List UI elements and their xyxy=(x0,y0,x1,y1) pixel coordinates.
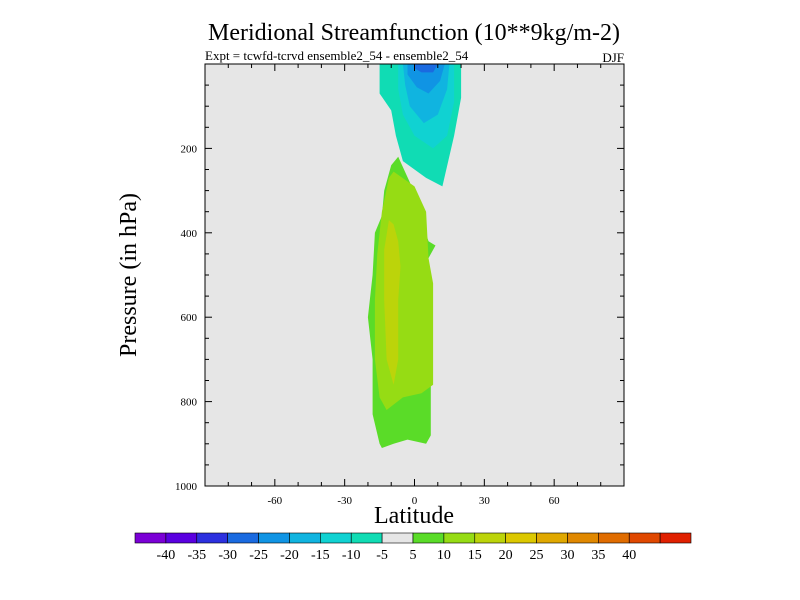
colorbar-swatch xyxy=(628,532,661,544)
y-tick-label: 800 xyxy=(181,397,198,409)
colorbar-swatch xyxy=(474,532,506,544)
y-axis-label: Pressure (in hPa) xyxy=(116,193,142,357)
colorbar-swatch xyxy=(258,532,290,544)
chart-title: Meridional Streamfunction (10**9kg/m-2) xyxy=(208,20,620,46)
colorbar: -40 -35 -30 -25 -20 -15 -10 -5 5 10 15 20 25 30 35 40 xyxy=(134,532,692,563)
x-tick-label: 0 xyxy=(412,495,418,507)
colorbar-label: 35 xyxy=(591,548,605,563)
colorbar-swatch xyxy=(659,532,692,544)
chart-subtitle-left: Expt = tcwfd-tcrvd ensemble2_54 - ensemb… xyxy=(205,48,469,63)
colorbar-swatch xyxy=(567,532,599,544)
colorbar-swatch xyxy=(134,532,167,544)
colorbar-swatch xyxy=(412,532,445,544)
colorbar-label: 25 xyxy=(530,548,544,563)
colorbar-label: -30 xyxy=(218,548,237,563)
x-tick-label: -30 xyxy=(337,495,352,507)
y-tick-label: 200 xyxy=(181,143,198,155)
colorbar-label: 20 xyxy=(499,548,513,563)
colorbar-label: -5 xyxy=(376,548,388,563)
y-axis-ticks: 200 400 600 800 1000 xyxy=(175,63,624,493)
y-tick-label: 600 xyxy=(181,312,198,324)
colorbar-swatch xyxy=(505,532,537,544)
colorbar-label: -25 xyxy=(249,548,268,563)
colorbar-label: 5 xyxy=(410,548,417,563)
colorbar-label: -10 xyxy=(342,548,361,563)
chart-subtitle-right: DJF xyxy=(602,50,624,65)
x-tick-label: 60 xyxy=(549,495,561,507)
colorbar-label: -15 xyxy=(311,548,330,563)
colorbar-swatch xyxy=(443,532,476,544)
plot-area: -60 -30 0 30 60 200 400 600 800 1000 xyxy=(175,63,625,507)
colorbar-swatch xyxy=(196,532,228,544)
colorbar-swatch xyxy=(381,532,414,544)
y-tick-label: 400 xyxy=(181,228,198,240)
colorbar-swatch xyxy=(320,532,352,544)
colorbar-swatch xyxy=(165,532,198,544)
colorbar-swatch xyxy=(350,532,383,544)
x-tick-label: 30 xyxy=(479,495,491,507)
colorbar-label: -20 xyxy=(280,548,299,563)
colorbar-swatch xyxy=(598,532,630,544)
colorbar-label: -40 xyxy=(157,548,176,563)
contour-region-3 xyxy=(407,64,445,94)
colorbar-swatch xyxy=(289,532,321,544)
colorbar-swatch xyxy=(536,532,568,544)
x-axis-ticks: -60 -30 0 30 60 xyxy=(204,64,625,507)
contour-regions xyxy=(367,64,462,449)
colorbar-label: 15 xyxy=(468,548,482,563)
y-tick-label: 1000 xyxy=(175,481,198,493)
colorbar-swatch xyxy=(227,532,259,544)
contour-region-7 xyxy=(384,220,401,385)
colorbar-label: 40 xyxy=(622,548,636,563)
x-tick-label: -60 xyxy=(267,495,282,507)
colorbar-label: 10 xyxy=(437,548,451,563)
x-axis-label: Latitude xyxy=(374,503,454,529)
colorbar-label: -35 xyxy=(187,548,206,563)
colorbar-label: 30 xyxy=(560,548,574,563)
contour-region-4 xyxy=(414,64,438,73)
